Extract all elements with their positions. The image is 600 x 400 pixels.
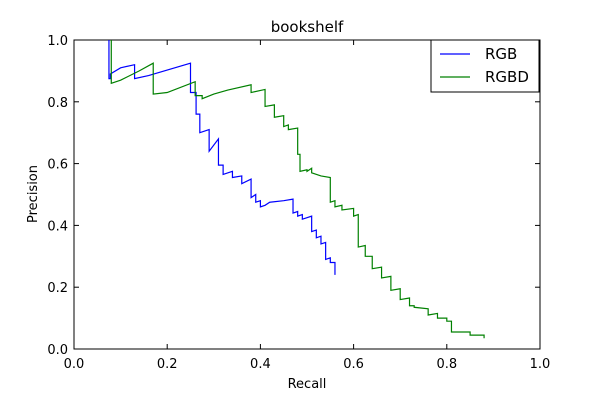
y-tick-label: 0.4 <box>47 219 68 234</box>
x-tick-label: 1.0 <box>530 357 551 372</box>
series-layer <box>108 40 485 339</box>
y-axis: 0.0 0.2 0.4 0.6 0.8 1.0 <box>47 34 540 358</box>
y-tick-label: 0.8 <box>47 96 68 111</box>
y-tick-label: 0.0 <box>47 343 68 358</box>
x-tick-label: 0.0 <box>64 357 85 372</box>
legend-label-rgb: RGB <box>485 45 517 63</box>
y-tick-label: 1.0 <box>47 34 68 49</box>
legend-label-rgbd: RGBD <box>485 68 529 86</box>
x-axis-label: Recall <box>288 377 327 392</box>
x-tick-label: 0.6 <box>343 357 364 372</box>
y-axis-label: Precision <box>26 165 41 223</box>
chart-title: bookshelf <box>271 18 344 36</box>
series-line-rgbd <box>110 40 485 339</box>
y-tick-label: 0.2 <box>47 281 68 296</box>
legend: RGB RGBD <box>430 39 540 93</box>
x-tick-label: 0.4 <box>250 357 271 372</box>
y-tick-label: 0.6 <box>47 158 68 173</box>
legend-box <box>430 39 540 93</box>
x-tick-label: 0.2 <box>157 357 178 372</box>
series-line-rgb <box>108 40 336 275</box>
x-tick-label: 0.8 <box>436 357 457 372</box>
x-axis: 0.0 0.2 0.4 0.6 0.8 1.0 <box>64 40 551 372</box>
